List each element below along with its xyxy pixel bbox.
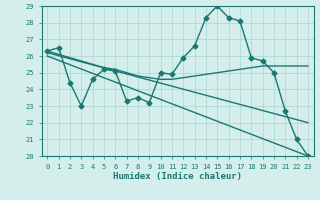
X-axis label: Humidex (Indice chaleur): Humidex (Indice chaleur): [113, 172, 242, 181]
